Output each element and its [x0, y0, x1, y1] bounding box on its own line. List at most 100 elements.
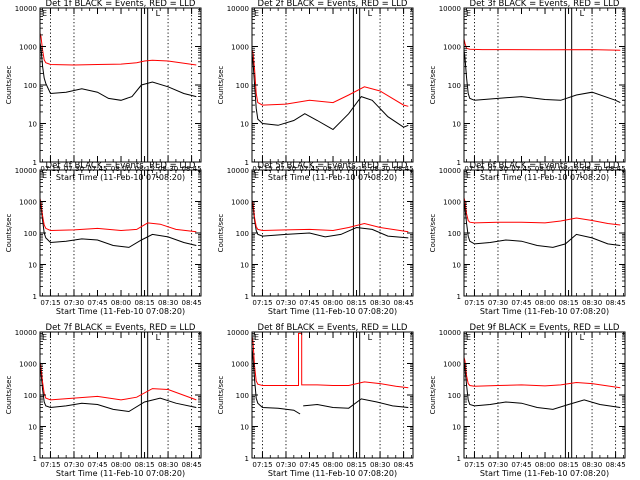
marker-l-label: L — [368, 171, 373, 180]
y-tick-label: 10000 — [15, 329, 37, 337]
x-tick-label: 07:15 — [40, 299, 60, 307]
axes-frame — [463, 7, 626, 163]
x-tick-label: 07:15 — [252, 299, 272, 307]
y-tick-label: 100 — [236, 82, 249, 90]
panel-title: Det 3f BLACK = Events, RED = LLD — [470, 0, 620, 9]
y-tick-label: 1000 — [231, 361, 249, 369]
y-tick-label: 100 — [24, 230, 37, 238]
series-line-red — [40, 195, 197, 233]
x-tick-label: 07:15 — [252, 165, 272, 173]
y-tick-label: 10 — [28, 262, 37, 270]
series-line-black — [40, 197, 197, 248]
axes-frame — [251, 7, 414, 163]
y-tick-label: 10000 — [227, 5, 249, 13]
y-tick-label: 10000 — [227, 329, 249, 337]
x-tick-label: 08:30 — [582, 165, 602, 173]
y-tick-label: 100 — [448, 82, 461, 90]
x-tick-label: 08:15 — [134, 299, 154, 307]
x-axis-label: Start Time (11-Feb-10 07:08:20) — [56, 173, 185, 182]
marker-l-label: L — [156, 171, 161, 180]
x-tick-label: 08:15 — [346, 165, 366, 173]
x-tick-label: 07:30 — [276, 461, 296, 469]
x-tick-label: 08:15 — [346, 299, 366, 307]
y-tick-label: 10 — [452, 262, 461, 270]
y-tick-label: 10 — [452, 121, 461, 129]
series-line-black — [40, 39, 197, 101]
x-tick-label: 08:00 — [323, 299, 343, 307]
x-tick-label: 08:15 — [558, 299, 578, 307]
x-axis-label: Start Time (11-Feb-10 07:08:20) — [480, 469, 609, 478]
x-tick-label: 07:15 — [40, 165, 60, 173]
y-tick-label: 1000 — [19, 44, 37, 52]
y-tick-label: 100 — [236, 230, 249, 238]
x-tick-label: 07:30 — [64, 165, 84, 173]
marker-e-label: E — [254, 9, 259, 18]
y-tick-label: 1 — [245, 455, 249, 463]
x-tick-label: 07:15 — [464, 165, 484, 173]
axes-frame — [463, 331, 626, 459]
x-tick-label: 07:15 — [464, 461, 484, 469]
axes-frame — [251, 331, 414, 459]
axes-frame — [39, 169, 202, 297]
x-tick-label: 07:45 — [87, 165, 107, 173]
x-tick-label: 08:00 — [111, 461, 131, 469]
x-tick-label: 07:30 — [276, 165, 296, 173]
y-tick-label: 10000 — [439, 5, 461, 13]
y-tick-label: 1 — [33, 159, 37, 167]
axes-frame — [39, 7, 202, 163]
x-tick-label: 07:15 — [252, 461, 272, 469]
y-tick-label: 100 — [448, 230, 461, 238]
x-tick-label: 08:45 — [605, 299, 625, 307]
y-tick-label: 10000 — [227, 167, 249, 175]
x-tick-label: 08:30 — [370, 461, 390, 469]
x-axis-label: Start Time (11-Feb-10 07:08:20) — [56, 469, 185, 478]
x-tick-label: 07:45 — [87, 299, 107, 307]
x-tick-label: 08:30 — [370, 299, 390, 307]
series-line-red — [40, 359, 197, 401]
y-tick-label: 10 — [28, 424, 37, 432]
x-axis-label: Start Time (11-Feb-10 07:08:20) — [268, 469, 397, 478]
x-tick-label: 08:45 — [181, 461, 201, 469]
series-line-black — [252, 50, 409, 131]
marker-l-label: L — [580, 333, 585, 342]
y-tick-label: 10000 — [439, 329, 461, 337]
x-tick-label: 08:30 — [158, 461, 178, 469]
x-tick-label: 07:30 — [64, 461, 84, 469]
marker-e-label: E — [254, 171, 259, 180]
x-tick-label: 08:45 — [393, 461, 413, 469]
panel-title: Det 1f BLACK = Events, RED = LLD — [46, 0, 196, 9]
y-tick-label: 10 — [240, 262, 249, 270]
x-tick-label: 08:45 — [393, 299, 413, 307]
series-line-black — [40, 363, 197, 413]
y-axis-label: Counts/sec — [5, 66, 13, 105]
x-tick-label: 08:00 — [111, 165, 131, 173]
series-line-black — [464, 196, 621, 248]
x-axis-label: Start Time (11-Feb-10 07:08:20) — [480, 307, 609, 316]
x-tick-label: 07:45 — [299, 461, 319, 469]
marker-e-label: E — [42, 333, 47, 342]
marker-l-label: L — [580, 171, 585, 180]
panel-title: Det 6f BLACK = Events, RED = LLD — [470, 161, 620, 171]
x-tick-label: 07:45 — [87, 461, 107, 469]
x-tick-label: 08:15 — [134, 461, 154, 469]
series-line-black — [464, 46, 621, 104]
y-tick-label: 10000 — [439, 167, 461, 175]
x-axis-label: Start Time (11-Feb-10 07:08:20) — [56, 307, 185, 316]
y-tick-label: 1000 — [443, 361, 461, 369]
x-tick-label: 07:45 — [299, 299, 319, 307]
y-tick-label: 1000 — [231, 44, 249, 52]
y-tick-label: 100 — [24, 392, 37, 400]
x-tick-label: 08:00 — [535, 165, 555, 173]
series-line-black — [252, 198, 409, 239]
x-tick-label: 07:30 — [488, 299, 508, 307]
x-tick-label: 08:15 — [346, 461, 366, 469]
marker-e-label: E — [254, 333, 259, 342]
axes-frame — [39, 331, 202, 459]
x-tick-label: 07:45 — [511, 461, 531, 469]
y-axis-label: Counts/sec — [5, 214, 13, 253]
